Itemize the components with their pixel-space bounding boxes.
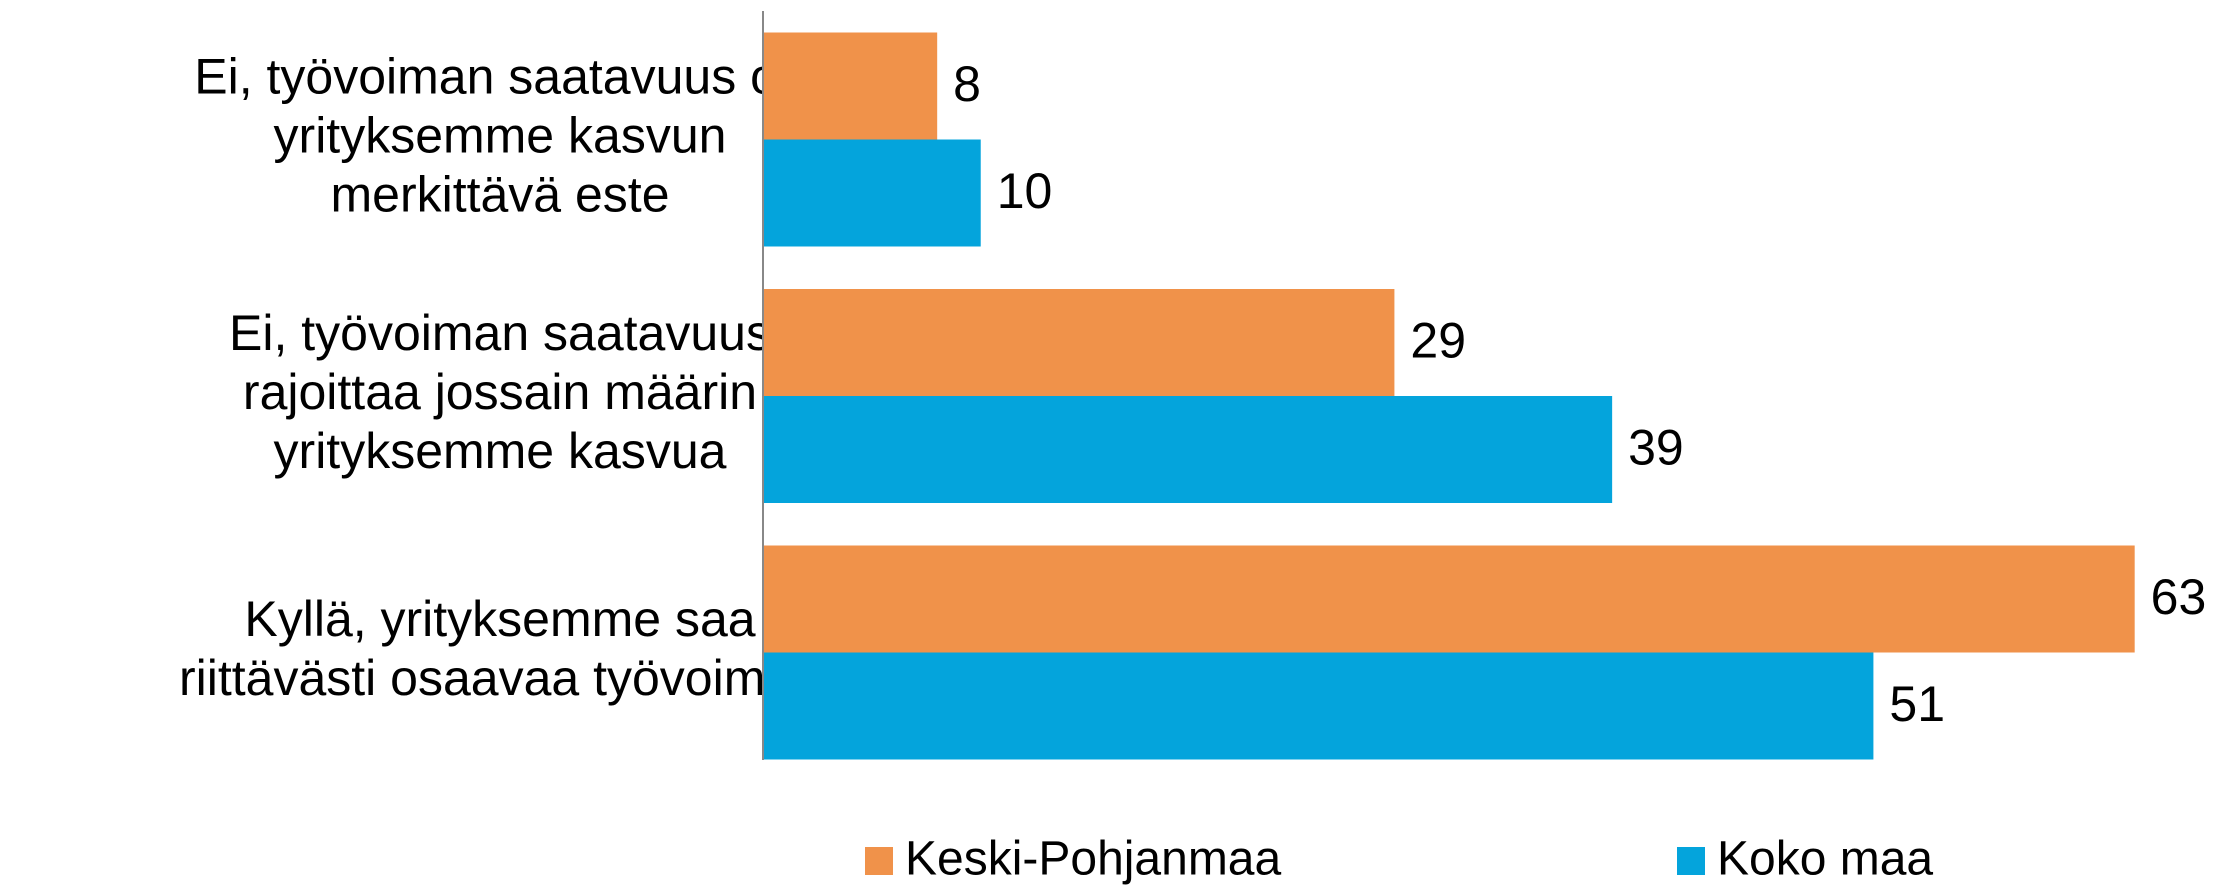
- value-label: 10: [997, 163, 1053, 219]
- category-label: Kyllä, yrityksemme saa: [244, 591, 755, 647]
- value-label: 51: [1889, 676, 1945, 732]
- value-label: 63: [2151, 569, 2207, 625]
- legend-swatch: [1677, 847, 1705, 875]
- bar: [763, 32, 938, 140]
- bar: [763, 545, 2135, 653]
- bar: [763, 652, 1874, 760]
- category-label: riittävästi osaavaa työvoimaa: [179, 650, 821, 706]
- bar: [763, 289, 1395, 396]
- legend-swatch: [865, 847, 893, 875]
- category-label: Ei, työvoiman saatavuus: [229, 305, 771, 361]
- legend-label: Keski-Pohjanmaa: [905, 833, 1282, 886]
- value-label: 39: [1628, 420, 1684, 476]
- value-label: 8: [953, 56, 981, 112]
- legend-label: Koko maa: [1717, 833, 1933, 886]
- category-label: yrityksemme kasvun: [274, 108, 727, 164]
- category-label: merkittävä este: [330, 167, 669, 223]
- category-label: rajoittaa jossain määrin: [243, 364, 757, 420]
- bar: [763, 396, 1613, 503]
- value-label: 29: [1410, 313, 1466, 369]
- bar: [763, 139, 981, 247]
- category-label: yrityksemme kasvua: [274, 423, 727, 479]
- category-label: Ei, työvoiman saatavuus on: [194, 49, 805, 105]
